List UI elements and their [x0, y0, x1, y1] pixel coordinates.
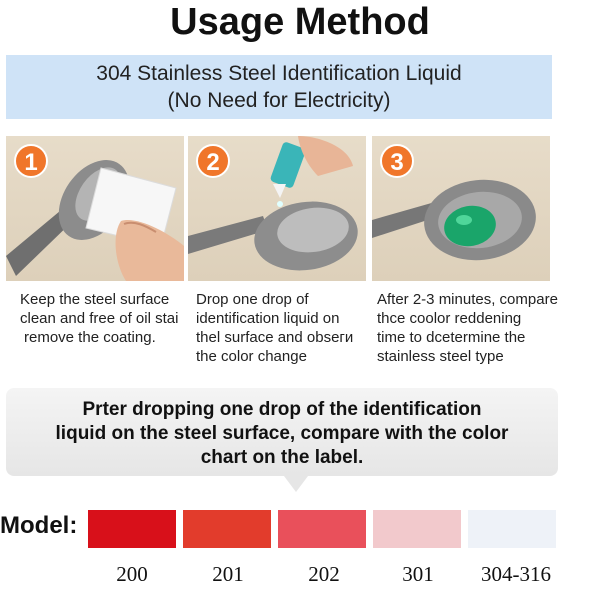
step-3-line-2: thce coolor reddening [377, 310, 522, 327]
step-3-line-4: stainless steel type [377, 348, 504, 365]
spoon-wipe-illustration [6, 160, 184, 281]
step-2-badge: 2 [196, 144, 230, 178]
step-1-line-1: Keep the steel surface [20, 291, 170, 308]
swatch-201 [183, 510, 271, 548]
step-3-line-1: After 2-3 minutes, compare [377, 291, 558, 308]
swatch-202 [278, 510, 366, 548]
product-banner: 304 Stainless Steel Identification Liqui… [6, 55, 552, 119]
swatch-301 [373, 510, 461, 548]
step-2-line-4: the color change [196, 348, 307, 365]
callout-line-2: liquid on the steel surface, compare wit… [55, 423, 509, 444]
step-2-line-3: thel surface and obseги [196, 329, 354, 346]
step-1-badge: 1 [14, 144, 48, 178]
banner-subtitle: (No Need for Electricity) [167, 89, 391, 112]
instruction-callout: Prter dropping one drop of the identific… [6, 388, 558, 476]
swatch-200 [88, 510, 176, 548]
step-2-photo: 2 [188, 136, 366, 281]
step-3-description: After 2-3 minutes, compare thce coolor r… [377, 290, 558, 366]
swatch-304-316 [468, 510, 556, 548]
step-3-line-3: time to dcetermine the [377, 329, 526, 346]
grade-label-202: 202 [308, 562, 340, 586]
step-2-description: Drop one drop of identification liquid o… [196, 290, 353, 366]
grade-label-301: 301 [402, 562, 434, 586]
grade-label-200: 200 [116, 562, 148, 586]
step-3-badge: 3 [380, 144, 414, 178]
step-1-photo: 1 [6, 136, 184, 281]
spoon-result-illustration [372, 179, 536, 261]
step-1-description: Keep the steel surface clean and free of… [20, 290, 178, 347]
grade-label-201: 201 [212, 562, 244, 586]
callout-line-3: chart on the label. [200, 447, 364, 468]
step-2-line-2: identification liquid on [196, 310, 340, 327]
banner-title: 304 Stainless Steel Identification Liqui… [96, 62, 462, 85]
callout-pointer [284, 476, 308, 492]
step-1-line-2: clean and free of oil stai [20, 310, 179, 327]
step-2-line-1: Drop one drop of [196, 291, 309, 308]
step-1-line-3: remove the coating. [24, 329, 156, 346]
grade-label-304-316: 304-316 [481, 562, 551, 586]
page-title: Usage Method [170, 1, 430, 43]
step-3-photo: 3 [372, 136, 550, 281]
callout-line-1: Prter dropping one drop of the identific… [82, 399, 482, 420]
model-label: Model: [0, 512, 78, 539]
spoon-drop-illustration [188, 136, 358, 271]
